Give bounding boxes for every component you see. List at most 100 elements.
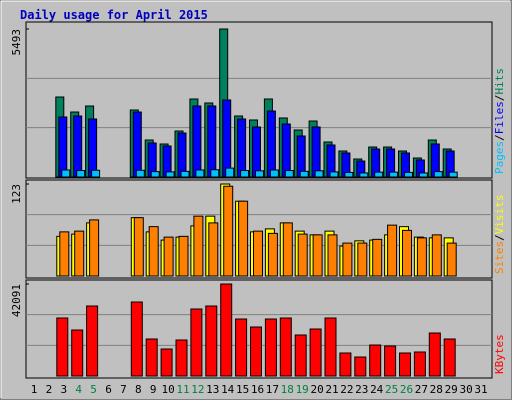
bar: [238, 200, 249, 277]
legend-entry: Pages: [493, 141, 506, 174]
bar: [294, 334, 307, 377]
bar: [448, 171, 458, 178]
x-tick-label: 21: [325, 383, 338, 396]
bar: [163, 236, 174, 277]
legend-entry: Files: [493, 101, 506, 134]
x-tick-label: 16: [251, 383, 264, 396]
bar: [86, 305, 99, 377]
x-tick-label: 17: [266, 383, 279, 396]
x-tick-label: 28: [430, 383, 443, 396]
bar: [208, 222, 219, 277]
bar: [222, 99, 232, 178]
bar: [133, 217, 144, 277]
bar: [431, 234, 442, 277]
bar: [89, 219, 100, 277]
y-tick-label: 42091: [10, 284, 23, 317]
bar: [59, 231, 70, 277]
bar: [160, 348, 173, 377]
bar: [446, 242, 457, 277]
legend-separator: /: [493, 234, 506, 241]
bar: [404, 171, 413, 178]
bar: [267, 232, 278, 277]
bar: [387, 224, 398, 277]
bar: [240, 170, 250, 178]
x-tick-label: 14: [221, 383, 235, 396]
bar: [428, 332, 441, 377]
legend-entry: Sites: [493, 241, 506, 274]
bar: [413, 351, 426, 377]
bar: [433, 171, 443, 178]
x-tick-label: 8: [135, 383, 142, 396]
legend: KBytes: [493, 334, 506, 374]
bar: [175, 339, 188, 377]
bar: [225, 167, 235, 178]
x-tick-label: 30: [459, 383, 472, 396]
bar: [190, 308, 203, 377]
bar: [443, 338, 456, 377]
bar: [148, 226, 159, 277]
x-tick-label: 31: [474, 383, 487, 396]
bar: [178, 235, 189, 277]
bar: [339, 352, 352, 377]
y-tick-label: 123: [10, 184, 23, 204]
bar: [418, 172, 428, 178]
bar: [309, 328, 322, 377]
bar: [252, 126, 261, 178]
x-tick-label: 24: [370, 383, 384, 396]
bar: [354, 356, 367, 377]
x-tick-label: 4: [75, 383, 82, 396]
x-tick-label: 11: [176, 383, 189, 396]
bar: [58, 116, 68, 178]
bar: [145, 338, 158, 377]
legend: Sites/Visits: [493, 195, 506, 275]
y-tick-label: 5493: [10, 29, 23, 56]
x-tick-label: 7: [120, 383, 127, 396]
bar: [76, 170, 86, 178]
x-tick-label: 12: [191, 383, 204, 396]
legend-separator: /: [493, 95, 506, 102]
x-tick-label: 22: [340, 383, 353, 396]
bar: [372, 238, 383, 277]
x-tick-label: 3: [60, 383, 67, 396]
bar: [357, 242, 368, 277]
bar: [180, 170, 190, 178]
bar: [210, 169, 220, 178]
bar: [61, 169, 71, 178]
bar: [132, 111, 142, 178]
x-tick-label: 6: [105, 383, 112, 396]
x-tick-label: 2: [46, 383, 53, 396]
x-tick-label: 25: [385, 383, 398, 396]
bar: [207, 105, 217, 178]
chart-title: Daily usage for April 2015: [20, 8, 208, 22]
x-tick-label: 27: [415, 383, 428, 396]
bar: [269, 169, 279, 178]
bar: [282, 222, 293, 277]
bar: [91, 169, 101, 178]
bar: [195, 169, 205, 178]
bar: [399, 352, 411, 377]
bar: [250, 326, 262, 377]
bar: [266, 110, 276, 178]
x-tick-label: 13: [206, 383, 219, 396]
legend-separator: /: [493, 134, 506, 141]
bar: [71, 329, 84, 377]
x-tick-label: 18: [281, 383, 294, 396]
x-tick-label: 5: [90, 383, 97, 396]
bar: [369, 344, 382, 377]
bar: [192, 105, 202, 178]
bar: [314, 170, 324, 178]
bar: [312, 234, 323, 277]
bar: [384, 345, 397, 377]
bar: [327, 234, 338, 277]
x-tick-label: 20: [310, 383, 323, 396]
legend-entry: Hits: [493, 68, 506, 95]
bar: [402, 229, 412, 277]
bar: [193, 215, 204, 277]
bar: [165, 171, 175, 178]
bar: [73, 115, 83, 178]
bar: [255, 170, 264, 178]
bar: [237, 118, 247, 178]
bar: [281, 123, 291, 178]
bar: [299, 170, 309, 178]
